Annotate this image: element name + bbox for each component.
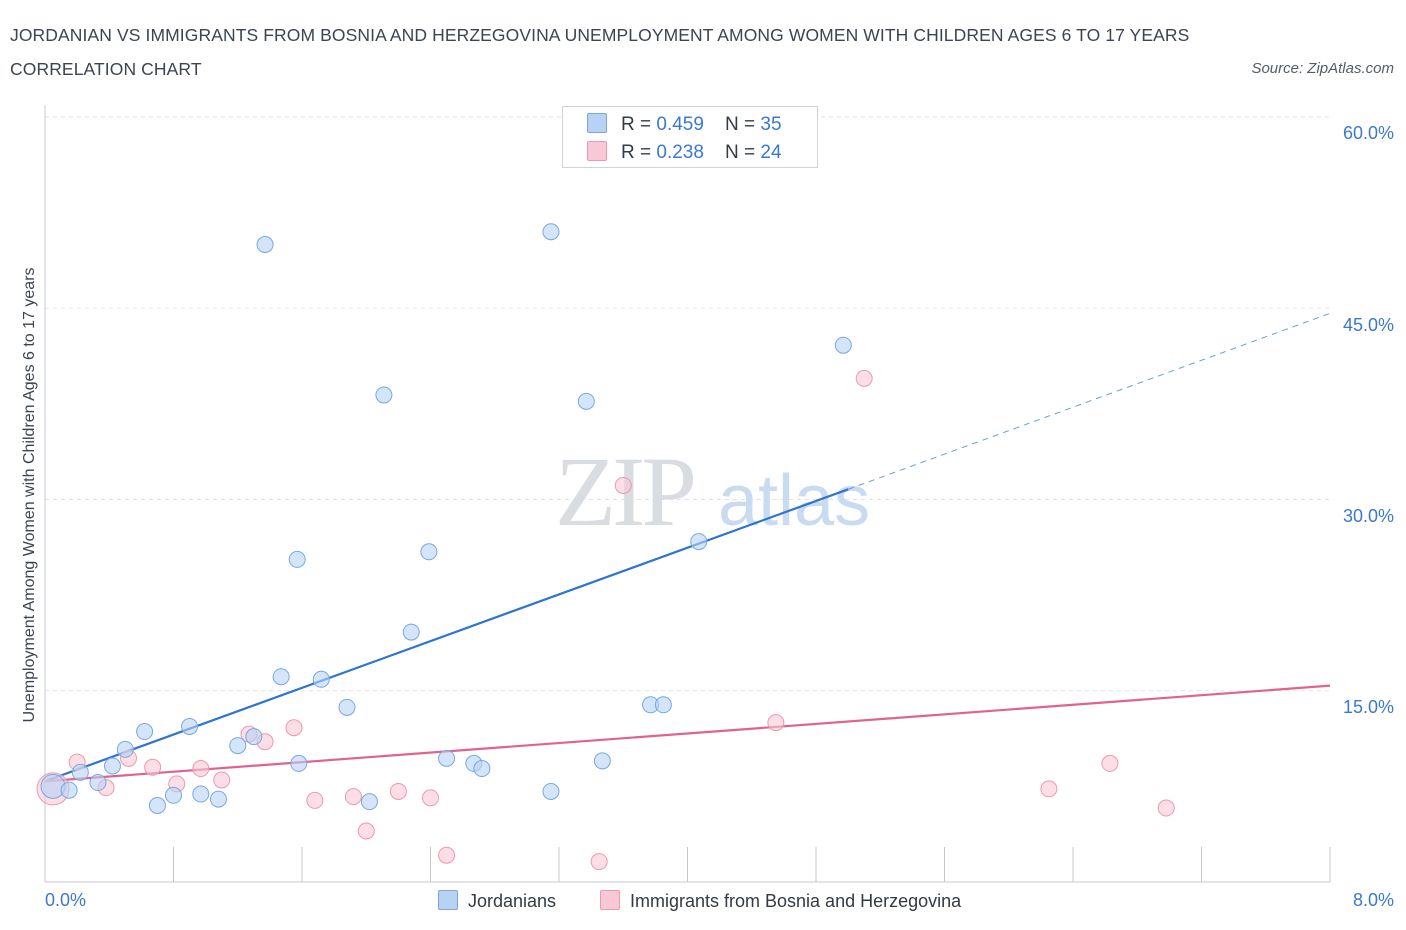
jordanians-point — [60, 781, 78, 799]
jordanians-point — [375, 386, 393, 404]
jordanians-point — [312, 670, 330, 688]
jordanians-point — [272, 668, 290, 686]
y-tick-label-60: 60.0% — [1342, 123, 1394, 143]
r-label: R = — [621, 114, 657, 135]
bosnia-point — [285, 719, 303, 737]
jordanians-point — [577, 392, 595, 410]
jordanians-swatch — [438, 890, 458, 910]
jordanians-point — [103, 757, 121, 775]
bosnia-point — [192, 760, 210, 778]
jordanians-point — [89, 774, 107, 792]
jordanians-point — [360, 793, 378, 811]
jordanians-point — [473, 760, 491, 778]
jordanians-point — [256, 236, 274, 253]
bosnia-point — [590, 853, 608, 871]
jordanians-point — [148, 797, 166, 814]
series-legend: Jordanians Immigrants from Bosnia and He… — [0, 888, 1406, 916]
jordanians-point — [192, 785, 210, 803]
x-tick-label-min: 0.0% — [45, 890, 87, 910]
jordanians-point — [542, 782, 560, 800]
stats-legend: R = 0.459 N = 35 R = 0.238 N = 24 — [562, 106, 818, 168]
jordanians-point — [229, 737, 247, 755]
n-label: N = — [725, 142, 761, 163]
legend-label-jordanians: Jordanians — [468, 891, 557, 911]
jordanians-point — [245, 728, 263, 746]
x-tick-label-max: 8.0% — [1352, 890, 1394, 910]
bosnia-trend-line — [44, 684, 1331, 783]
legend-item-jordanians[interactable]: Jordanians — [438, 890, 556, 912]
jordanians-point — [165, 786, 182, 804]
bosnia-point — [213, 771, 231, 789]
bosnia-swatch — [600, 890, 620, 910]
jordanians-point — [542, 223, 560, 241]
bosnia-point — [306, 791, 324, 809]
jordanians-point — [654, 696, 672, 714]
bosnia-point — [1101, 754, 1119, 772]
jordanians-point — [438, 749, 456, 767]
jordanians-point — [338, 698, 356, 716]
chart-title: JORDANIAN VS IMMIGRANTS FROM BOSNIA AND … — [10, 25, 1190, 79]
bosnia-point — [1040, 780, 1058, 798]
bosnia-point — [422, 789, 439, 807]
jordanians-point — [40, 773, 66, 799]
n-value: 24 — [760, 142, 782, 163]
jordanians-point — [71, 763, 89, 781]
jordanians-swatch — [587, 113, 607, 133]
n-label: N = — [725, 114, 761, 135]
jordanians-point — [288, 550, 306, 568]
y-tick-label-45: 45.0% — [1342, 315, 1394, 335]
jordanians-point — [181, 717, 199, 735]
jordanians-point — [290, 754, 308, 772]
r-label: R = — [621, 142, 657, 163]
source-credit: Source: ZipAtlas.com — [1251, 60, 1394, 77]
bosnia-point — [357, 822, 375, 840]
bosnia-point — [438, 846, 456, 864]
jordanians-point — [402, 623, 420, 641]
bosnia-point — [614, 476, 632, 494]
jordanians-point — [136, 723, 154, 741]
jordanians-trend-extension — [847, 312, 1331, 490]
legend-row-bosnia: R = 0.238 N = 24 — [587, 141, 782, 167]
watermark: ZIP atlas — [555, 436, 870, 547]
jordanians-point — [209, 790, 227, 808]
jordanians-trend-line — [44, 488, 849, 783]
y-tick-label-30: 30.0% — [1342, 506, 1394, 526]
data-points — [36, 223, 1175, 871]
r-value: 0.459 — [656, 114, 704, 135]
jordanians-point — [420, 543, 438, 561]
grid-lines — [45, 116, 1330, 692]
axes — [44, 105, 1331, 883]
legend-item-bosnia[interactable]: Immigrants from Bosnia and Herzegovina — [600, 890, 961, 912]
y-tick-label-15: 15.0% — [1342, 697, 1394, 717]
trend-lines — [44, 312, 1331, 783]
bosnia-point — [144, 758, 162, 776]
bosnia-point — [344, 788, 362, 806]
jordanians-point — [834, 336, 852, 354]
jordanians-point — [690, 533, 708, 551]
bosnia-point — [1157, 799, 1175, 817]
bosnia-point — [767, 714, 785, 732]
bosnia-swatch — [587, 141, 607, 161]
legend-row-jordanians: R = 0.459 N = 35 — [587, 113, 782, 139]
legend-label-bosnia: Immigrants from Bosnia and Herzegovina — [630, 891, 962, 911]
bosnia-point — [389, 782, 407, 800]
bosnia-point — [855, 369, 873, 387]
r-value: 0.238 — [656, 142, 704, 163]
jordanians-point — [593, 752, 611, 770]
jordanians-point — [116, 740, 134, 758]
n-value: 35 — [760, 114, 782, 135]
